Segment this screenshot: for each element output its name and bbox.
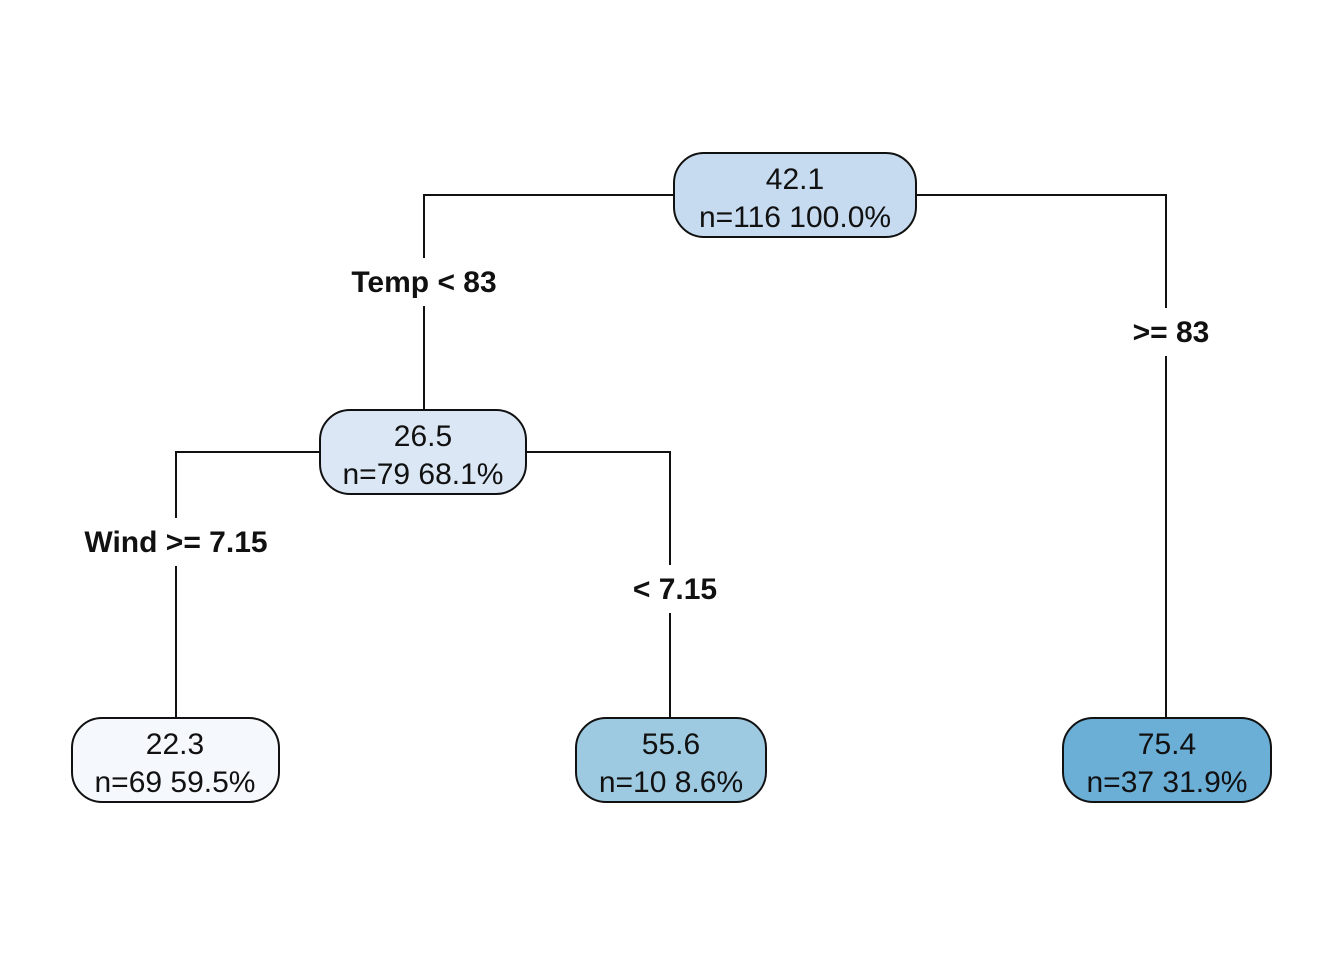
node-value-wind-lt-7-15: 55.6 — [642, 728, 700, 761]
edge-root-left — [423, 194, 674, 410]
split-label-temp-left-text: Temp < 83 — [351, 266, 496, 299]
node-stats-wind-ge-7-15: n=69 59.5% — [95, 766, 256, 799]
node-value-temp-lt-83: 26.5 — [394, 420, 452, 453]
split-label-wind-right: < 7.15 — [624, 565, 724, 613]
split-label-wind-left-text: Wind >= 7.15 — [84, 526, 267, 559]
node-stats-wind-lt-7-15: n=10 8.6% — [599, 766, 743, 799]
node-stats-temp-lt-83: n=79 68.1% — [343, 458, 504, 491]
tree-node-root: 42.1 n=116 100.0% — [673, 152, 917, 238]
tree-node-wind-ge-7-15: 22.3 n=69 59.5% — [71, 717, 280, 803]
split-label-temp-right: >= 83 — [1124, 308, 1220, 356]
node-box-wind-lt-7-15 — [575, 717, 767, 803]
node-box-temp-lt-83 — [319, 409, 527, 495]
node-value-wind-ge-7-15: 22.3 — [146, 728, 204, 761]
tree-node-wind-lt-7-15: 55.6 n=10 8.6% — [575, 717, 767, 803]
split-label-temp-right-text: >= 83 — [1133, 316, 1210, 349]
tree-edges — [175, 194, 1167, 718]
node-stats-temp-ge-83: n=37 31.9% — [1087, 766, 1248, 799]
node-value-root: 42.1 — [766, 163, 824, 196]
node-box-root — [673, 152, 917, 238]
split-label-wind-left: Wind >= 7.15 — [72, 518, 282, 566]
tree-node-temp-lt-83: 26.5 n=79 68.1% — [319, 409, 527, 495]
node-box-wind-ge-7-15 — [71, 717, 280, 803]
split-label-wind-right-text: < 7.15 — [633, 573, 717, 606]
edge-mid-left — [175, 451, 320, 718]
node-stats-root: n=116 100.0% — [699, 201, 891, 234]
tree-node-temp-ge-83: 75.4 n=37 31.9% — [1062, 717, 1272, 803]
node-value-temp-ge-83: 75.4 — [1138, 728, 1196, 761]
node-box-temp-ge-83 — [1062, 717, 1272, 803]
edge-root-right — [916, 194, 1167, 718]
split-label-temp-left: Temp < 83 — [340, 258, 510, 306]
edge-mid-right — [526, 451, 671, 718]
